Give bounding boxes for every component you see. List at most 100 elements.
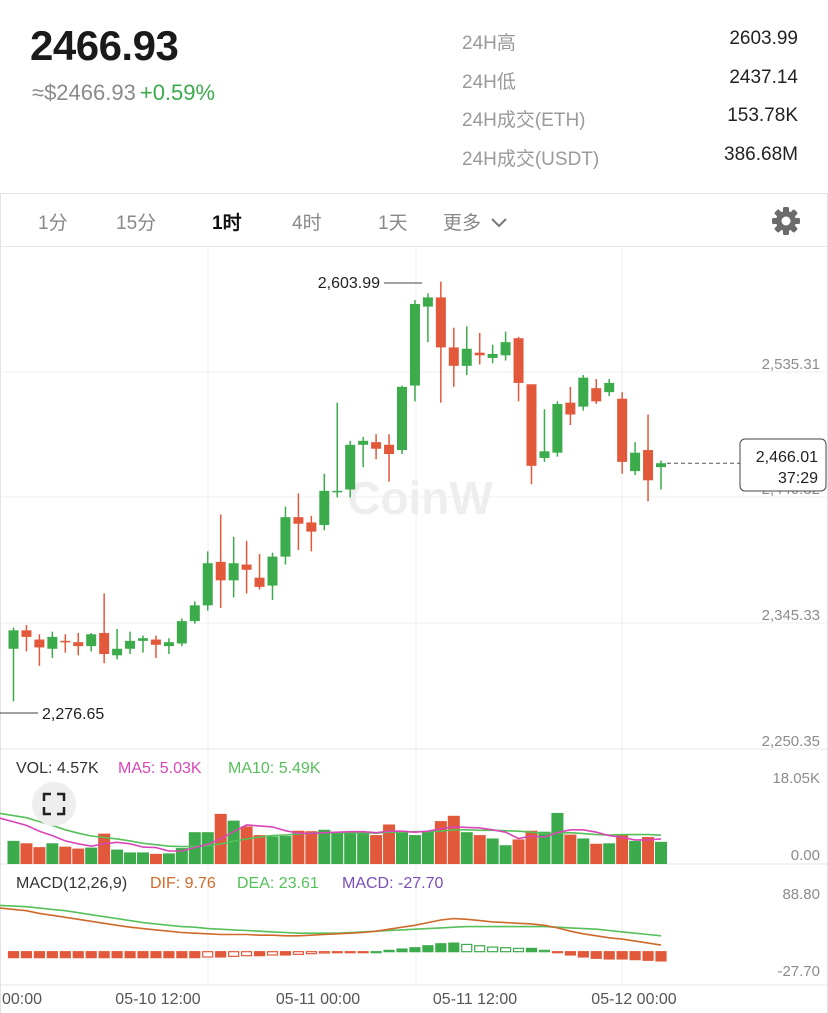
volume-bar bbox=[603, 843, 616, 864]
volume-bar bbox=[292, 830, 305, 864]
tab-15min[interactable]: 15分 bbox=[116, 213, 157, 234]
vol-label: VOL: 4.57K bbox=[16, 760, 99, 777]
candle-body bbox=[448, 347, 459, 366]
candle-body bbox=[578, 377, 589, 407]
volume-axis: 18.05K 0.00 bbox=[772, 770, 820, 864]
macd-hist-bar bbox=[72, 951, 84, 959]
candle-body bbox=[202, 563, 213, 606]
macd-hist-bar bbox=[396, 948, 408, 953]
candle-body bbox=[591, 388, 602, 402]
stat-row: 24H成交(USDT) 386.68M bbox=[462, 144, 798, 183]
candle-body bbox=[539, 451, 550, 458]
price-tick: 2,250.35 bbox=[762, 733, 820, 750]
candle-body bbox=[565, 402, 576, 415]
macd-axis: 88.80 -27.70 bbox=[777, 886, 820, 980]
candle-body bbox=[643, 450, 654, 481]
last-price-badge-value: 2,466.01 bbox=[756, 449, 818, 466]
stat-label: 24H成交(ETH) bbox=[462, 110, 586, 131]
fullscreen-button[interactable] bbox=[32, 782, 76, 826]
volume-bar bbox=[137, 852, 149, 864]
macd-hist-bar bbox=[163, 951, 175, 959]
vol-tick: 18.05K bbox=[772, 770, 820, 787]
macd-hist-bar bbox=[357, 951, 369, 954]
candle-body bbox=[513, 338, 524, 383]
macd-hist-bar bbox=[305, 951, 317, 955]
candle-body bbox=[358, 440, 369, 445]
volume-bar bbox=[408, 835, 421, 864]
more-label: 更多 bbox=[443, 213, 482, 234]
macd-hist-bar bbox=[525, 947, 538, 953]
volume-layer bbox=[0, 812, 667, 864]
volume-bar bbox=[7, 840, 20, 864]
macd-hist-bar bbox=[551, 951, 564, 954]
macd-hist-bar bbox=[422, 945, 434, 953]
candles-layer bbox=[8, 281, 666, 702]
macd-hist-bar bbox=[33, 951, 46, 959]
volume-bar bbox=[46, 843, 59, 864]
candle-body bbox=[150, 639, 161, 645]
tab-1hour[interactable]: 1时 bbox=[212, 213, 242, 234]
macd-hist-bar bbox=[461, 943, 473, 953]
candle-body bbox=[47, 636, 58, 649]
candle-body bbox=[8, 630, 19, 649]
time-tick: 00:00 bbox=[2, 991, 42, 1008]
high-label: 2,603.99 bbox=[318, 275, 380, 292]
volume-bar bbox=[98, 833, 111, 864]
stat-label: 24H低 bbox=[462, 71, 516, 93]
macd-hist-bar bbox=[241, 951, 253, 957]
tab-more[interactable]: 更多 bbox=[443, 208, 509, 235]
candle-body bbox=[280, 517, 291, 557]
gear-icon[interactable] bbox=[770, 205, 802, 237]
candle-body bbox=[73, 642, 84, 647]
macd-hist-bar bbox=[124, 951, 136, 959]
volume-bar bbox=[396, 830, 408, 864]
candle-body bbox=[112, 648, 123, 656]
stat-value: 2603.99 bbox=[729, 28, 798, 49]
time-tick: 05-12 00:00 bbox=[591, 991, 677, 1008]
macd-hist-bar bbox=[538, 949, 551, 953]
candle-body bbox=[487, 353, 498, 358]
candle-body bbox=[189, 605, 200, 622]
volume-bar bbox=[538, 831, 551, 864]
volume-bar bbox=[629, 840, 642, 864]
volume-bar bbox=[473, 835, 486, 864]
volume-bar bbox=[616, 835, 629, 864]
macd-hist-bar bbox=[46, 951, 58, 959]
candle-body bbox=[371, 442, 382, 449]
candle-body bbox=[34, 639, 45, 648]
macd-hist-bar bbox=[448, 942, 460, 953]
macd-hist-bar bbox=[292, 951, 304, 955]
candle-body bbox=[435, 297, 446, 348]
candle-body bbox=[86, 634, 97, 647]
volume-bar bbox=[421, 831, 434, 864]
interval-tabs: 1分 15分 1时 4时 1天 更多 bbox=[0, 194, 828, 247]
change-percent: +0.59% bbox=[139, 80, 216, 105]
volume-bar bbox=[460, 832, 473, 864]
stat-value: 386.68M bbox=[724, 143, 798, 165]
price-sub: ≈$2466.93 +0.59% bbox=[32, 80, 215, 106]
volume-bar bbox=[175, 848, 188, 864]
time-tick: 05-10 12:00 bbox=[115, 991, 201, 1008]
candle-body bbox=[228, 563, 239, 581]
tab-4hour[interactable]: 4时 bbox=[292, 213, 322, 234]
last-price: 2466.93 bbox=[30, 22, 179, 69]
macd-hist-bar bbox=[409, 947, 421, 953]
macd-hist-bar bbox=[98, 951, 110, 959]
macd-legend: MACD(12,26,9) DIF: 9.76 DEA: 23.61 MACD:… bbox=[16, 875, 443, 892]
volume-bar bbox=[370, 835, 383, 864]
volume-bar bbox=[240, 826, 253, 864]
stat-label: 24H高 bbox=[462, 33, 516, 54]
tab-1min[interactable]: 1分 bbox=[38, 213, 68, 234]
volume-bar bbox=[20, 843, 33, 864]
macd-hist-bar bbox=[20, 951, 33, 959]
dif-label: DIF: 9.76 bbox=[150, 875, 216, 892]
volume-bar bbox=[590, 843, 603, 864]
usd-price: ≈$2466.93 bbox=[32, 80, 136, 105]
tab-1day[interactable]: 1天 bbox=[378, 213, 408, 234]
macd-hist-bar bbox=[331, 951, 343, 954]
stat-label: 24H成交(USDT) bbox=[462, 148, 600, 170]
candle-body bbox=[500, 342, 511, 356]
volume-bar bbox=[512, 839, 525, 864]
volume-bar bbox=[357, 832, 370, 864]
